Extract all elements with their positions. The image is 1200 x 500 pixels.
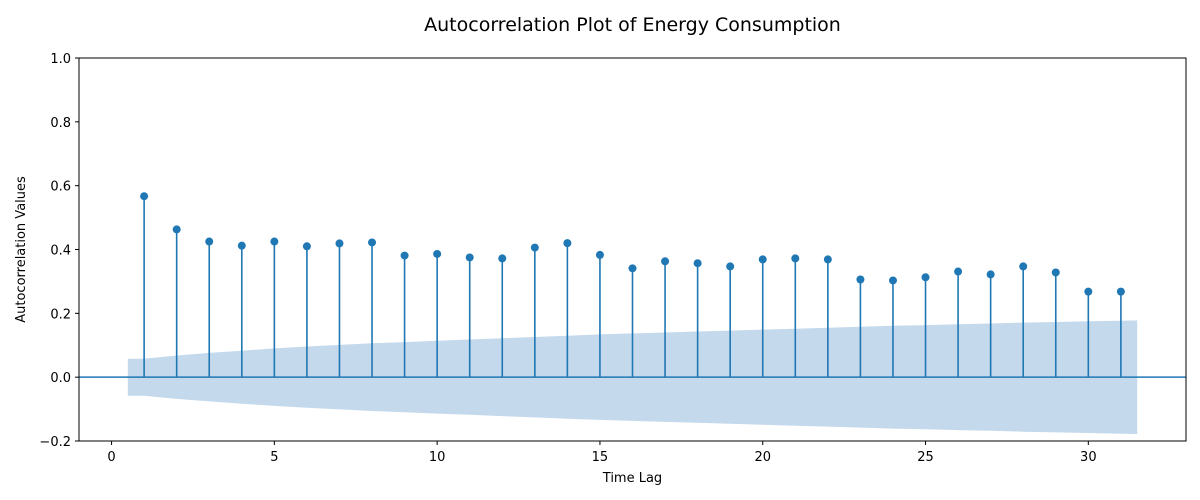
acf-point <box>237 241 246 250</box>
acf-point <box>302 242 311 251</box>
acf-point <box>595 250 604 259</box>
acf-point <box>465 253 474 262</box>
y-tick-label: 0.2 <box>50 307 71 322</box>
acf-point <box>661 257 670 266</box>
acf-point <box>1116 287 1125 296</box>
y-tick-label: 1.0 <box>50 52 71 67</box>
acf-point <box>1051 268 1060 277</box>
chart-title: Autocorrelation Plot of Energy Consumpti… <box>424 14 841 36</box>
x-tick-label: 30 <box>1080 450 1097 465</box>
x-tick-label: 20 <box>754 450 771 465</box>
acf-point <box>433 249 442 258</box>
acf-point <box>954 267 963 276</box>
acf-point <box>563 239 572 248</box>
acf-point <box>856 275 865 284</box>
acf-point <box>693 259 702 268</box>
x-tick-label: 10 <box>429 450 446 465</box>
acf-point <box>270 237 279 246</box>
acf-point <box>726 262 735 271</box>
x-tick-label: 15 <box>592 450 609 465</box>
y-tick-label: 0.8 <box>50 116 71 131</box>
y-tick-label: −0.2 <box>39 435 71 450</box>
acf-point <box>400 251 409 260</box>
acf-point <box>986 270 995 279</box>
acf-point <box>140 192 149 201</box>
acf-point <box>205 237 214 246</box>
acf-point <box>758 255 767 264</box>
acf-point <box>498 254 507 263</box>
stem-layer <box>140 192 1125 378</box>
y-tick-label: 0.4 <box>50 244 71 259</box>
y-tick-layer: −0.2 0.0 0.2 0.4 0.6 0.8 1.0 <box>39 52 79 450</box>
acf-point <box>628 264 637 273</box>
x-axis-label: Time Lag <box>602 471 662 486</box>
y-tick-label: 0.0 <box>50 371 71 386</box>
acf-point <box>172 225 181 234</box>
acf-point <box>335 239 344 248</box>
acf-point <box>791 254 800 263</box>
acf-point <box>823 255 832 264</box>
x-tick-label: 25 <box>917 450 934 465</box>
x-tick-layer: 0 5 10 15 20 25 30 <box>107 441 1097 465</box>
x-tick-label: 0 <box>107 450 115 465</box>
acf-point <box>368 238 377 247</box>
y-axis-label: Autocorrelation Values <box>14 176 29 323</box>
acf-point <box>921 273 930 282</box>
acf-point <box>1019 262 1028 271</box>
y-tick-label: 0.6 <box>50 180 71 195</box>
acf-point <box>530 243 539 252</box>
acf-point <box>1084 287 1093 296</box>
x-tick-label: 5 <box>270 450 278 465</box>
acf-point <box>888 276 897 285</box>
